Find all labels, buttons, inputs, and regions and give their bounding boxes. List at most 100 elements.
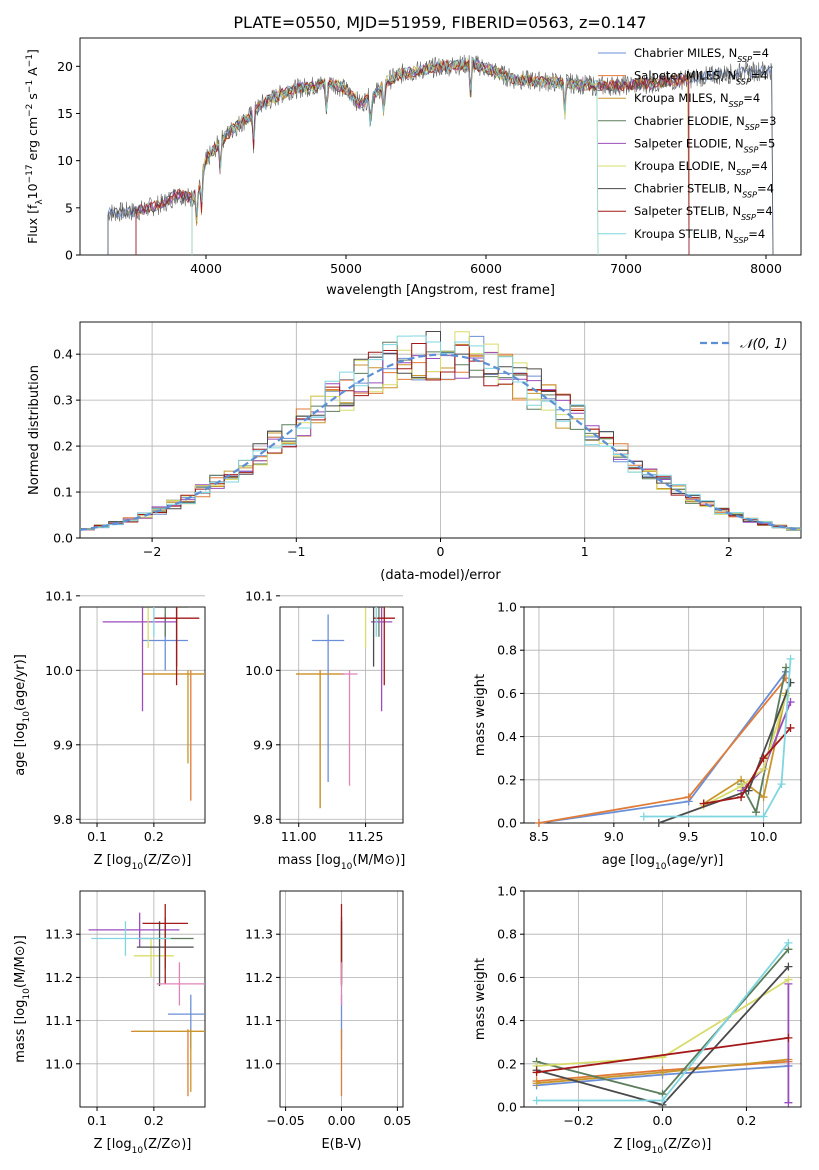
legend-subscript: SSP [742,190,757,199]
label-part: mass [ [278,853,321,868]
legend-text: Chabrier ELODIE, N [634,114,745,128]
x-axis-label: wavelength [Angstrom, rest frame] [326,283,555,298]
legend-entry: Salpeter MILES, NSSP=4 [634,69,768,87]
legend-subscript: SSP [736,168,751,177]
legend-text: Kroupa STELIB, N [634,227,734,241]
errorbar-group [102,607,205,801]
label-part: (Z/Z⊙)] [143,1137,191,1152]
x-tick-label: 11.00 [281,829,317,844]
legend-text: Kroupa MILES, N [634,91,729,105]
age-vs-Z-chart: 0.1 0.29.89.910.010.1Z [log10(Z/Z⊙)]age [… [13,588,206,872]
figure-title: PLATE=0550, MJD=51959, FIBERID=0563, z=0… [233,13,646,32]
histogram-series [80,343,801,531]
y-tick-label: 0.3 [53,393,73,408]
weight-series-marker [786,654,795,663]
x-tick-label: 0.1 [87,1113,107,1128]
y-axis-label: Normed distribution [27,365,42,495]
x-tick-label: 4000 [190,261,222,276]
x-tick-label: 0.2 [144,829,164,844]
weight-series-marker [639,812,648,821]
legend-subscript: SSP [741,213,756,222]
legend-entry: Salpeter STELIB, NSSP=4 [634,204,773,222]
legend-subscript: SSP [745,122,760,131]
x-tick-label: 0.0 [653,1113,673,1128]
legend-text: Salpeter STELIB, N [634,204,741,218]
errorbar-group [88,903,205,1097]
label-subscript: 10 [652,1146,664,1156]
weight-series-marker [784,938,793,947]
label-subscript: 10 [22,711,32,723]
x-tick-label: 0.05 [383,1113,411,1128]
weight-series-marker [744,786,753,795]
weight-series-marker [532,1079,541,1088]
weight-series-marker [684,793,693,802]
x-tick-label: 6000 [470,261,502,276]
legend-text: =4 [748,227,765,241]
label-part: log [321,853,341,868]
histogram-series [80,331,801,530]
y-tick-label: 10.1 [45,588,73,603]
x-tick-label: 1 [581,544,589,559]
legend-entry: Chabrier MILES, NSSP=4 [634,46,769,64]
axes-frame [79,37,802,256]
x-tick-label: 10.0 [750,829,778,844]
legend-text: =4 [751,159,768,173]
y-tick-label: 20 [57,59,73,74]
legend-entry: Kroupa MILES, NSSP=4 [634,91,760,109]
legend-text: =5 [758,136,775,150]
weight-series-marker [786,678,795,687]
weight-series-marker [759,754,768,763]
weight-series-marker [784,1098,793,1107]
spectrum-model-line [191,58,599,256]
x-tick-label: 2 [725,544,733,559]
x-axis-label: Z [log10(Z/Z⊙)] [614,1137,712,1156]
weight-series-line [643,658,792,818]
label-part: (M/M⊙)] [352,853,405,868]
y-tick-label: 11.1 [245,1013,273,1028]
legend-subscript: SSP [729,100,744,109]
y-tick-label: 0.4 [497,729,517,744]
label-part: Z [ [94,853,112,868]
legend-subscript: SSP [737,55,752,64]
weight-series-marker [786,723,795,732]
y-axis-label: Flux [fλ10−17 erg cm−2 s−1 A−1] [25,49,45,244]
y-label-part: A [25,67,40,80]
x-axis-label: mass [log10(M/M⊙)] [278,853,406,872]
x-axis-label: Z [log10(Z/Z⊙)] [94,1137,192,1156]
weight-series-marker [752,808,761,817]
y-tick-label: 0.4 [497,1013,517,1028]
weight-series-marker [759,765,768,773]
label-part: log [632,1137,652,1152]
spectrum-model-line [191,57,599,256]
y-tick-label: 0.2 [497,1056,517,1071]
legend-text: =4 [756,204,773,218]
weight-series-marker [654,819,663,827]
x-tick-label: 0.2 [144,1113,164,1128]
x-tick-label: 0 [437,544,445,559]
label-part: age [ [13,742,28,775]
y-tick-label: 0.0 [497,1100,517,1115]
label-subscript: 10 [341,862,353,872]
label-subscript: 10 [132,862,144,872]
legend-text: Salpeter ELODIE, N [634,136,744,150]
y-tick-label: 0.0 [53,531,73,546]
errorbar-group [296,607,395,809]
spectrum-chart: 4000 5000 6000 7000 8000 0 5 10 15 20 wavelength [… [25,37,802,298]
legend-text: =4 [752,46,769,60]
y-tick-label: 10.0 [245,663,273,678]
legend-subscript: SSP [734,235,749,244]
x-tick-label: 8000 [750,261,782,276]
y-tick-label: 15 [57,106,73,121]
weight-series-marker [782,663,791,672]
weight-series-marker [759,812,768,821]
y-label-part: −2 [25,104,35,117]
x-tick-label: −0.2 [563,1113,593,1128]
x-tick-label: 0.00 [328,1113,356,1128]
y-tick-label: 11.3 [245,927,273,942]
legend-subscript: SSP [736,77,751,86]
histogram-series [80,335,801,530]
x-axis-label: age [log10(age/yr)] [602,853,724,872]
label-part: (age/yr)] [13,654,28,711]
